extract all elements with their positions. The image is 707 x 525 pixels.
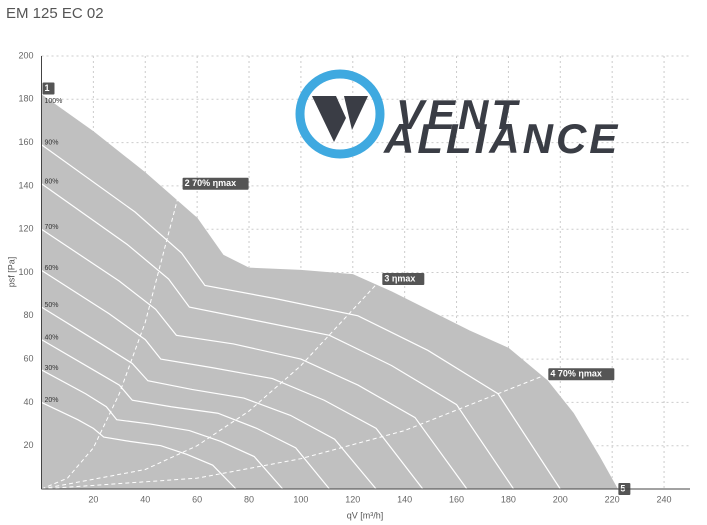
operating-point: 2 70% ηmax — [182, 177, 249, 190]
envelope-area — [41, 94, 619, 490]
y-tick-label: 40 — [23, 397, 33, 407]
speed-curve — [41, 369, 284, 490]
x-tick-label: 60 — [192, 494, 202, 504]
y-tick-label: 100 — [18, 267, 33, 277]
y-tick-label: 60 — [23, 353, 33, 363]
y-tick-label: 180 — [18, 94, 33, 104]
curve-label: 30% — [45, 365, 59, 372]
x-tick-label: 180 — [501, 494, 516, 504]
y-tick-label: 80 — [23, 310, 33, 320]
operating-point: 4 70% ηmax — [548, 368, 615, 381]
point-label-box — [182, 177, 249, 190]
curve-label: 100% — [45, 98, 63, 105]
logo: VENT ALLIANCE — [295, 69, 620, 162]
speed-curve — [41, 183, 515, 490]
curve-label: 20% — [45, 397, 59, 404]
logo-text: VENT — [396, 91, 520, 138]
chart-title: EM 125 EC 02 — [6, 5, 104, 22]
curve-label: 40% — [45, 334, 59, 341]
y-tick-label: 160 — [18, 137, 33, 147]
operating-point: 1 — [42, 82, 55, 95]
point-label-box — [382, 272, 425, 285]
x-axis-label: qV [m³/h] — [347, 510, 384, 520]
speed-curve — [41, 401, 237, 490]
x-tick-label: 160 — [449, 494, 464, 504]
speed-curve — [41, 339, 330, 490]
x-tick-label: 240 — [657, 494, 672, 504]
system-curve — [41, 183, 183, 490]
speed-curve — [41, 306, 377, 490]
x-tick-label: 20 — [88, 494, 98, 504]
y-tick-label: 200 — [18, 50, 33, 60]
system-curve — [41, 278, 382, 490]
speed-curve — [41, 269, 424, 490]
y-tick-label: 140 — [18, 180, 33, 190]
y-tick-label: 20 — [23, 440, 33, 450]
x-tick-label: 100 — [293, 494, 308, 504]
logo-emblem — [312, 96, 368, 142]
curve-label: 90% — [45, 140, 59, 147]
operating-point: 3 ηmax — [382, 272, 425, 285]
curve-label: 60% — [45, 265, 59, 272]
point-label: 3 ηmax — [384, 273, 415, 283]
x-tick-label: 120 — [345, 494, 360, 504]
system-curve — [41, 373, 548, 490]
point-label: 1 — [45, 83, 50, 93]
point-label-box — [548, 368, 615, 381]
speed-curve — [41, 228, 468, 490]
curve-label: 50% — [45, 302, 59, 309]
curve-label: 80% — [45, 179, 59, 186]
curve-label: 70% — [45, 224, 59, 231]
speed-curve — [41, 144, 561, 490]
logo-text: ALLIANCE — [383, 115, 620, 162]
point-label: 2 70% ηmax — [185, 178, 237, 188]
y-axis-label: psf [Pa] — [6, 257, 16, 288]
x-tick-label: 140 — [397, 494, 412, 504]
x-tick-label: 200 — [553, 494, 568, 504]
y-tick-label: 120 — [18, 224, 33, 234]
x-tick-label: 80 — [244, 494, 254, 504]
point-label: 5 — [620, 483, 625, 493]
point-label: 4 70% ηmax — [550, 369, 602, 379]
x-tick-label: 220 — [605, 494, 620, 504]
x-tick-label: 40 — [140, 494, 150, 504]
logo-ring — [295, 69, 385, 159]
point-label-box — [42, 82, 55, 95]
